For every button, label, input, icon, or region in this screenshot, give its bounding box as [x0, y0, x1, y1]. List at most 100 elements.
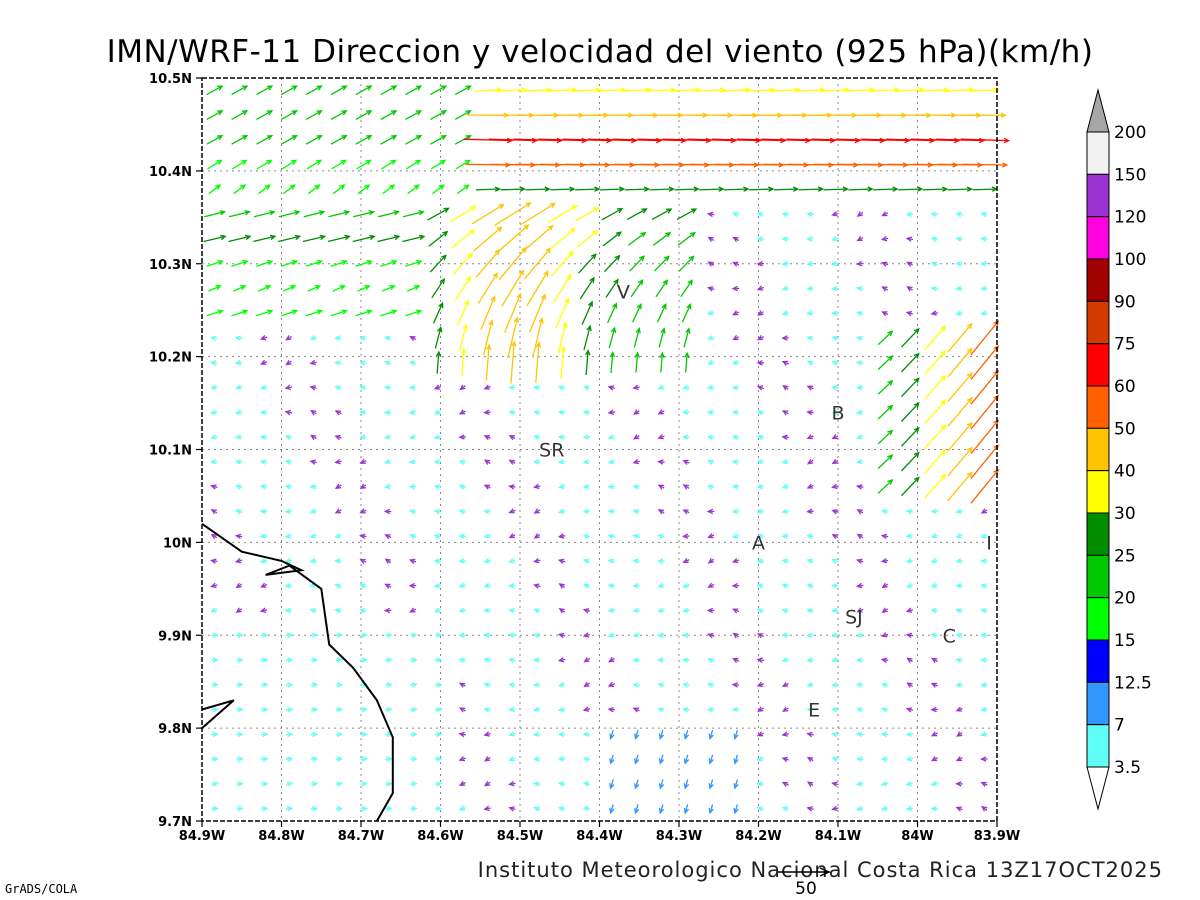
- wind-vector: [930, 633, 938, 639]
- wind-vector: [732, 658, 740, 664]
- wind-vector: [786, 137, 837, 144]
- wind-vector: [402, 210, 425, 218]
- wind-vector: [980, 260, 988, 267]
- wind-vector: [930, 682, 938, 688]
- wind-vector: [906, 261, 913, 267]
- wind-vector: [963, 112, 1007, 118]
- wind-vector: [557, 806, 566, 812]
- wind-vector: [285, 632, 294, 639]
- reference-vector: 50: [778, 867, 831, 899]
- wind-vector: [234, 459, 243, 465]
- wind-vector: [210, 434, 218, 440]
- wind-vector: [582, 781, 591, 787]
- wind-vector: [658, 804, 665, 815]
- wind-vector: [359, 360, 367, 366]
- wind-vector: [533, 409, 541, 416]
- y-tick-label: 9.8N: [158, 722, 192, 737]
- wind-vector: [880, 756, 889, 762]
- wind-vector: [231, 259, 249, 267]
- wind-vector: [508, 409, 516, 416]
- wind-vector: [657, 484, 665, 490]
- wind-vector: [905, 632, 914, 639]
- wind-vector: [634, 351, 641, 373]
- wind-vector: [302, 234, 327, 243]
- wind-vector: [756, 657, 765, 663]
- wind-vector: [731, 682, 740, 688]
- wind-vector: [781, 285, 789, 291]
- wind-vector: [682, 509, 690, 515]
- wind-vector: [359, 483, 367, 490]
- wind-vector: [955, 657, 963, 664]
- wind-vector: [632, 483, 640, 490]
- wind-vector: [405, 110, 423, 120]
- wind-vector: [756, 608, 764, 614]
- wind-vector: [634, 804, 640, 815]
- wind-vector: [483, 632, 491, 639]
- wind-vector: [673, 87, 702, 93]
- wind-vector: [334, 458, 342, 465]
- wind-vector: [855, 731, 864, 738]
- wind-vector: [233, 285, 247, 292]
- wind-vector: [930, 607, 938, 614]
- wind-vector: [310, 632, 319, 639]
- wind-vector: [458, 780, 466, 786]
- wind-vector: [609, 754, 615, 765]
- colorbar-label: 200: [1114, 123, 1146, 143]
- wind-vector: [855, 756, 864, 762]
- wind-vector: [385, 756, 393, 762]
- wind-vector: [980, 583, 988, 589]
- wind-vector: [970, 419, 1000, 455]
- wind-vector: [930, 558, 938, 564]
- wind-vector: [930, 582, 939, 589]
- wind-vector: [806, 360, 814, 366]
- wind-vector: [558, 607, 566, 614]
- graticule: [202, 78, 997, 821]
- wind-vector: [471, 203, 505, 225]
- wind-vector: [806, 260, 814, 267]
- wind-vector: [210, 335, 218, 342]
- wind-vector: [655, 279, 669, 298]
- wind-vector: [880, 235, 889, 242]
- wind-vector: [747, 87, 776, 93]
- wind-vector: [732, 608, 740, 614]
- wind-vector: [921, 87, 950, 93]
- wind-vector: [855, 707, 864, 713]
- wind-vector: [652, 231, 672, 246]
- wind-vector: [756, 285, 765, 291]
- wind-vector: [930, 211, 938, 218]
- wind-vector: [731, 434, 740, 441]
- wind-vector: [806, 781, 814, 787]
- wind-vector: [756, 335, 764, 341]
- wind-vector: [756, 731, 764, 737]
- colorbar-label: 3.5: [1114, 758, 1141, 778]
- wind-vector: [657, 707, 665, 713]
- wind-vector: [405, 134, 423, 145]
- y-tick-label: 9.9N: [158, 629, 192, 644]
- wind-vector: [428, 230, 449, 247]
- wind-vector: [900, 377, 920, 398]
- wind-vector: [749, 186, 775, 192]
- wind-vector: [683, 779, 690, 790]
- wind-vector: [236, 731, 244, 738]
- wind-vector: [955, 781, 963, 787]
- wind-vector: [855, 286, 864, 292]
- wind-vector: [924, 350, 947, 375]
- wind-vector: [970, 444, 1000, 479]
- wind-vector: [682, 557, 690, 563]
- wind-vector: [236, 657, 244, 663]
- wind-vector: [583, 681, 590, 688]
- wind-vector: [483, 557, 491, 564]
- x-tick-label: 84.8W: [258, 829, 304, 844]
- place-labels: V B SR A I SJ C E: [539, 282, 992, 722]
- wind-vector: [498, 246, 527, 281]
- wind-vector: [359, 508, 367, 514]
- wind-vector: [532, 756, 541, 762]
- wind-vector: [405, 159, 422, 170]
- wind-vector: [309, 608, 317, 614]
- wind-vector: [731, 582, 740, 589]
- wind-vector: [432, 184, 445, 195]
- x-tick-label: 84.5W: [497, 829, 543, 844]
- wind-vector: [210, 533, 218, 540]
- colorbar-swatch: [1086, 258, 1110, 302]
- wind-vector: [203, 234, 227, 243]
